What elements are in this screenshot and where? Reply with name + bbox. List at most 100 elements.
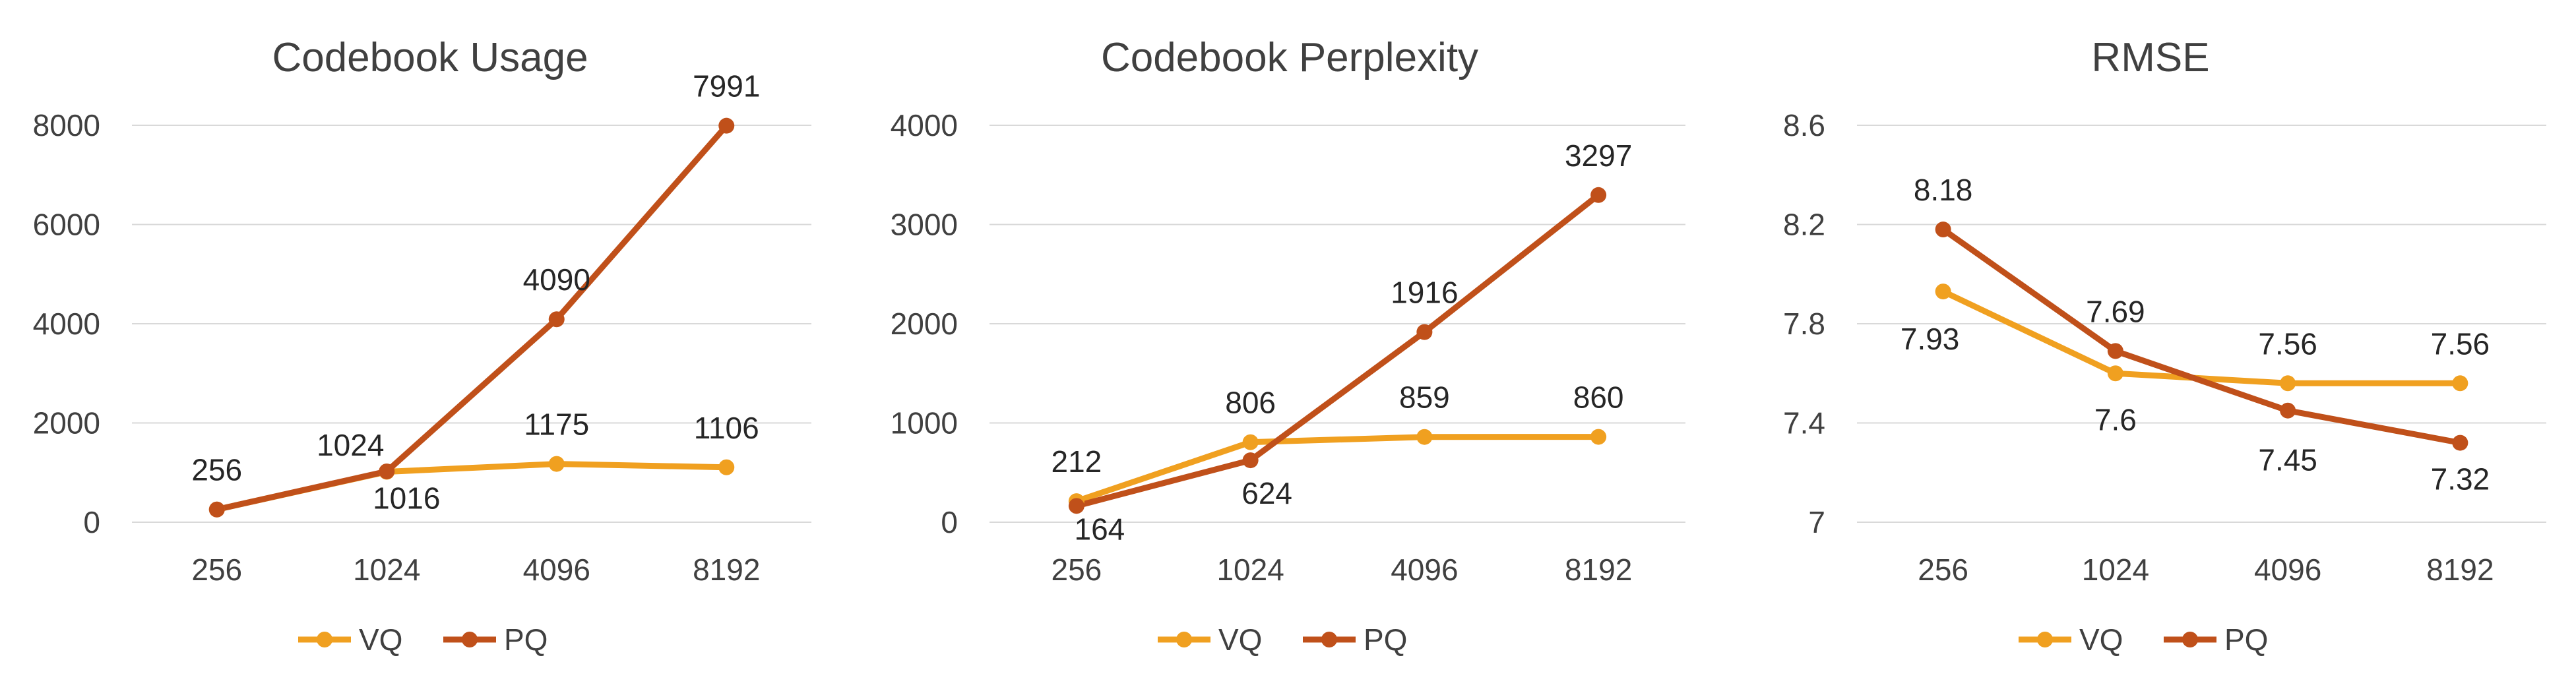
legend-marker [2037,632,2053,647]
y-tick-label: 7 [1808,505,1825,539]
x-tick-label: 4096 [1391,553,1458,587]
series-line-pq [214,123,730,513]
data-point-pq [1590,187,1607,203]
x-tick-label: 256 [191,553,242,587]
chart-panel-3: RMSE 7 7.4 7.8 8.2 8.6 256 1024 4096 8192 7.93 7.6 7… [1783,35,2546,657]
legend-label: VQ [359,622,402,657]
data-label-pq: 624 [1241,476,1292,510]
data-label-vq: 212 [1052,444,1102,479]
legend-label: PQ [2224,622,2268,657]
data-label-pq: 1916 [1391,276,1458,310]
data-label-pq: 164 [1075,512,1125,546]
series-line-vq [1940,288,2463,386]
legend-marker [2182,632,2198,647]
legend-marker [1321,632,1337,647]
y-tick-label: 7.8 [1783,307,1825,341]
x-tick-label: 4096 [523,553,590,587]
y-tick-label: 6000 [33,208,100,242]
data-point-vq [1242,434,1259,450]
series-line-vq [214,461,730,513]
series-line-pq [1940,226,2463,446]
legend-label: PQ [504,622,548,657]
data-label-vq: 7.56 [2431,326,2490,361]
y-tick-label: 7.4 [1783,406,1825,440]
data-label-pq: 4090 [523,262,590,297]
series-line-vq [1073,434,1602,504]
data-label-vq: 7.6 [2094,402,2137,436]
y-tick-label: 8.2 [1783,208,1825,242]
chart-panel-2: Codebook Perplexity 0 1000 2000 3000 4000 256 1… [891,35,1685,657]
data-point-pq [1068,498,1084,514]
data-point-pq [379,463,395,479]
data-point-vq [1416,429,1433,445]
data-label-vq: 860 [1573,380,1624,415]
x-tick-label: 8192 [2426,553,2494,587]
series-line-pq [1073,192,1602,509]
data-label-pq: 7991 [693,69,760,104]
y-tick-label: 8000 [33,108,100,142]
data-label-vq: 806 [1225,386,1276,420]
y-tick-label: 4000 [33,307,100,341]
data-point-pq [1416,324,1433,340]
x-tick-label: 8192 [1565,553,1632,587]
data-point-vq [548,456,565,472]
data-point-vq [1590,429,1607,445]
y-tick-label: 0 [83,505,100,539]
legend-marker [317,632,332,647]
data-label-pq: 7.45 [2258,443,2317,477]
y-tick-label: 2000 [33,406,100,440]
chart-title: RMSE [2091,35,2209,80]
data-label-vq: 1175 [524,407,589,442]
x-tick-label: 256 [1052,553,1102,587]
x-tick-label: 1024 [1216,553,1284,587]
data-label-pq: 8.18 [1914,173,1973,207]
data-label-vq: 1016 [373,481,440,516]
data-point-vq [2107,365,2123,382]
chart-panel-1: Codebook Usage 0 2000 4000 6000 8000 256 1024 40… [33,35,811,657]
x-tick-label: 256 [1918,553,1968,587]
x-tick-label: 4096 [2254,553,2321,587]
data-point-pq [2280,402,2296,419]
legend-item-vq: VQ [1158,622,1262,657]
data-label-pq: 7.32 [2431,462,2490,496]
data-point-pq [208,501,225,518]
x-tick-label: 1024 [353,553,420,587]
data-label-vq: 1106 [694,411,759,445]
data-point-vq [1935,284,1951,300]
data-point-pq [2452,434,2468,451]
legend-item-pq: PQ [2164,622,2268,657]
data-point-pq [1935,222,1951,238]
legend-label: VQ [1218,622,1262,657]
data-point-vq [718,459,735,475]
y-tick-label: 3000 [891,208,958,242]
data-point-pq [1242,452,1259,469]
legend-item-pq: PQ [1303,622,1407,657]
data-point-pq [718,117,735,134]
data-label-vq: 7.56 [2258,326,2317,361]
data-label-pq: 1024 [317,428,384,462]
legend-marker [1176,632,1192,647]
x-tick-label: 1024 [2082,553,2149,587]
legend-label: PQ [1364,622,1407,657]
y-tick-label: 8.6 [1783,108,1825,142]
chart-title: Codebook Usage [272,35,588,80]
legend-label: VQ [2079,622,2123,657]
data-label-pq: 3297 [1565,138,1632,173]
chart-title: Codebook Perplexity [1101,35,1478,80]
x-tick-label: 8192 [693,553,760,587]
legend-item-vq: VQ [298,622,402,657]
y-tick-label: 2000 [891,307,958,341]
data-point-vq [2280,375,2296,392]
data-point-vq [2452,375,2468,392]
y-tick-label: 1000 [891,406,958,440]
data-point-pq [2107,343,2123,359]
legend-item-vq: VQ [2019,622,2123,657]
y-tick-label: 0 [941,505,958,539]
data-label-vq: 7.93 [1901,322,1960,356]
data-label-pq: 7.69 [2086,294,2145,328]
data-point-pq [548,311,565,328]
data-label-vq: 859 [1399,380,1450,415]
legend-marker [462,632,478,647]
